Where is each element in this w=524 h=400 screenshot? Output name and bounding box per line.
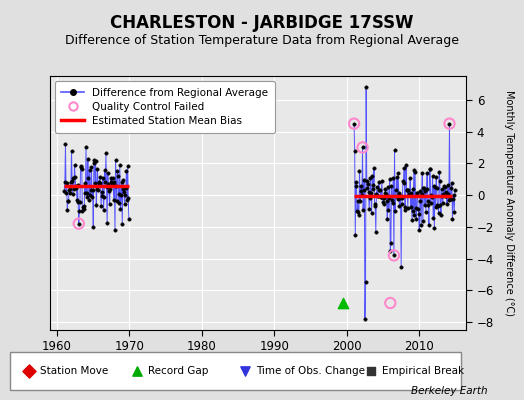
Y-axis label: Monthly Temperature Anomaly Difference (°C): Monthly Temperature Anomaly Difference (… <box>504 90 514 316</box>
Text: Empirical Break: Empirical Break <box>382 366 464 376</box>
Point <box>133 368 141 374</box>
Point <box>241 368 249 374</box>
Text: Berkeley Earth: Berkeley Earth <box>411 386 487 396</box>
Point <box>339 300 347 306</box>
Point <box>386 300 395 306</box>
Point <box>350 120 358 127</box>
Text: CHARLESTON - JARBIDGE 17SSW: CHARLESTON - JARBIDGE 17SSW <box>110 14 414 32</box>
Text: Time of Obs. Change: Time of Obs. Change <box>256 366 365 376</box>
Point <box>358 144 367 151</box>
FancyBboxPatch shape <box>10 352 461 390</box>
Text: Record Gap: Record Gap <box>148 366 209 376</box>
Text: Difference of Station Temperature Data from Regional Average: Difference of Station Temperature Data f… <box>65 34 459 47</box>
Text: Station Move: Station Move <box>40 366 108 376</box>
Legend: Difference from Regional Average, Quality Control Failed, Estimated Station Mean: Difference from Regional Average, Qualit… <box>55 81 275 133</box>
Point <box>445 120 454 127</box>
Point <box>390 252 398 258</box>
Point <box>74 220 83 227</box>
Point <box>24 368 32 374</box>
Point <box>367 368 375 374</box>
